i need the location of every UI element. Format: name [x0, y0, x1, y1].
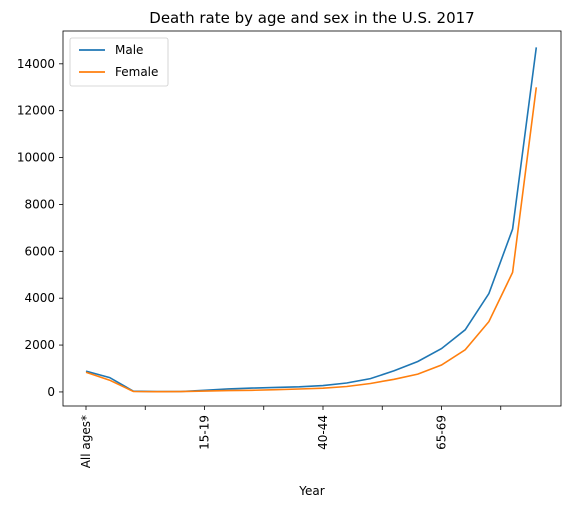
- legend: Male Female: [69, 37, 169, 87]
- y-tick-label: 2000: [24, 338, 55, 352]
- series-line-female: [85, 87, 538, 393]
- y-axis: 0 2000 4000 6000 8000 10000 12000 14000: [17, 57, 63, 399]
- series-layer: [85, 47, 538, 393]
- y-tick-label: 4000: [24, 291, 55, 305]
- y-tick-label: 14000: [17, 57, 55, 71]
- x-tick-label: 65-69: [435, 415, 449, 450]
- x-tick-label: 40-44: [316, 415, 330, 450]
- legend-label-male: Male: [115, 43, 143, 57]
- series-line-male: [85, 47, 538, 393]
- y-tick-label: 8000: [24, 197, 55, 211]
- x-tick-label: 15-19: [198, 415, 212, 450]
- x-axis: All ages* 15-19 40-44 65-69: [79, 406, 502, 468]
- y-tick-label: 12000: [17, 104, 55, 118]
- y-tick-label: 6000: [24, 244, 55, 258]
- chart-title: Death rate by age and sex in the U.S. 20…: [149, 9, 474, 27]
- x-axis-label: Year: [298, 484, 324, 498]
- y-tick-label: 10000: [17, 151, 55, 165]
- plot-area: [62, 30, 562, 407]
- y-tick-label: 0: [47, 385, 55, 399]
- x-tick-label: All ages*: [79, 415, 93, 468]
- legend-label-female: Female: [115, 65, 158, 79]
